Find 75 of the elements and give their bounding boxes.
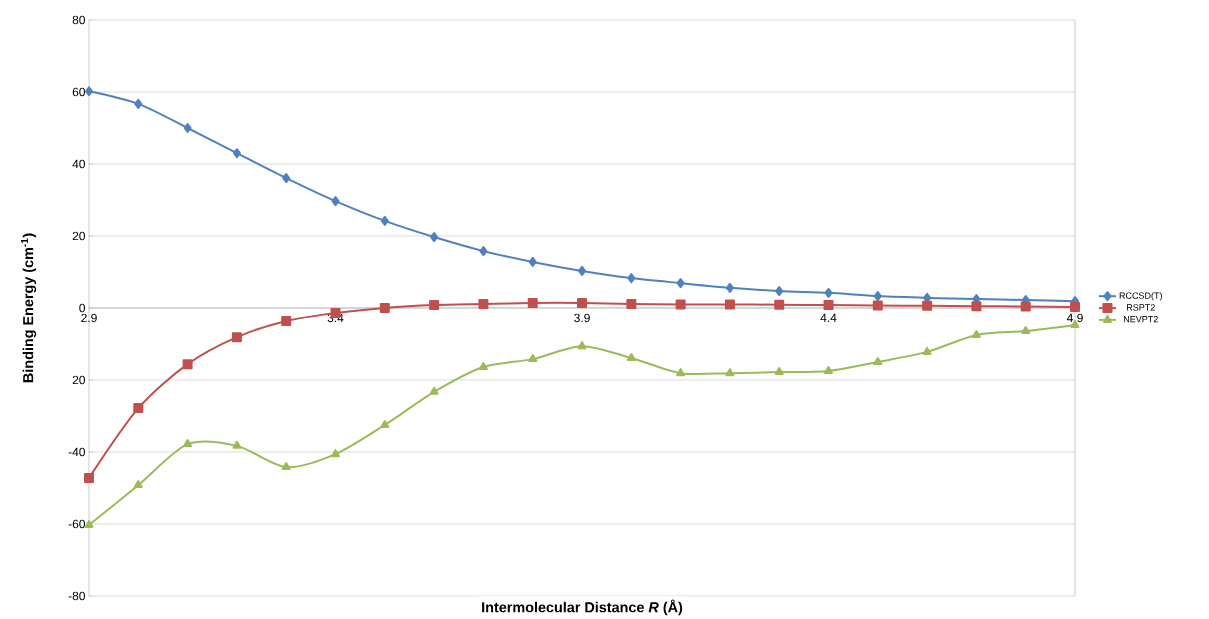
point [478,299,489,310]
point [528,354,538,363]
point [872,300,883,311]
point [479,246,488,257]
y-tick-label: 80 [72,15,86,25]
point [232,441,242,450]
point [1021,326,1031,335]
point [577,298,588,309]
point [528,257,537,268]
x-tick-label: 4.9 [1066,313,1083,323]
x-tick-label: 4.4 [820,313,837,323]
point [380,420,390,429]
point [774,367,784,376]
point [873,357,883,366]
point [676,368,686,377]
y-tick-label: 20 [72,375,86,385]
point [182,359,193,370]
point [626,353,636,362]
y-tick-label: 60 [72,87,86,97]
point [676,278,685,289]
point [627,273,636,284]
x-tick-label: 3.9 [574,313,590,323]
point [922,347,932,356]
point [725,283,734,294]
y-axis-title: Binding Energy (cm$^{-1}$) [21,233,37,383]
point [527,298,538,309]
point [331,196,340,207]
point [873,291,882,302]
point [823,300,834,311]
y-tick-label: 20 [72,231,86,241]
y-tick-label: -60 [68,519,86,529]
point [429,387,439,396]
point [1020,301,1031,312]
y-tick-label: 40 [72,159,86,169]
point [971,301,982,312]
point [824,366,833,375]
point [775,286,784,297]
point [232,148,241,159]
legend-label: RSPT2 [1126,304,1155,311]
x-tick-label: 2.9 [81,313,97,323]
point [183,439,193,448]
point [281,316,292,327]
y-tick-label: -80 [68,591,86,601]
legend-label: NEVPT2 [1123,316,1158,323]
point [922,301,933,312]
point [725,368,735,377]
point [675,299,686,310]
point [85,86,93,97]
point [134,99,143,110]
point [774,299,785,310]
point [183,123,192,134]
point [824,288,833,299]
point [578,266,587,277]
point [231,332,242,343]
legend-label: RCCSD(T) [1119,292,1162,301]
point [331,449,340,458]
point [1070,302,1081,313]
y-tick-label: -40 [68,447,86,457]
point [379,303,390,314]
point [133,403,144,414]
point [84,520,94,529]
point [429,300,440,311]
point [577,341,587,350]
point [281,462,291,471]
point [724,299,735,310]
y-tick-label: 0 [79,303,86,313]
x-axis-title: Intermolecular Distance R (Å) [482,599,683,616]
point [380,216,389,227]
point [84,473,94,484]
point [430,232,439,243]
point [282,173,291,184]
point [626,299,637,310]
point [478,362,488,371]
point [133,480,143,489]
point [971,330,981,339]
